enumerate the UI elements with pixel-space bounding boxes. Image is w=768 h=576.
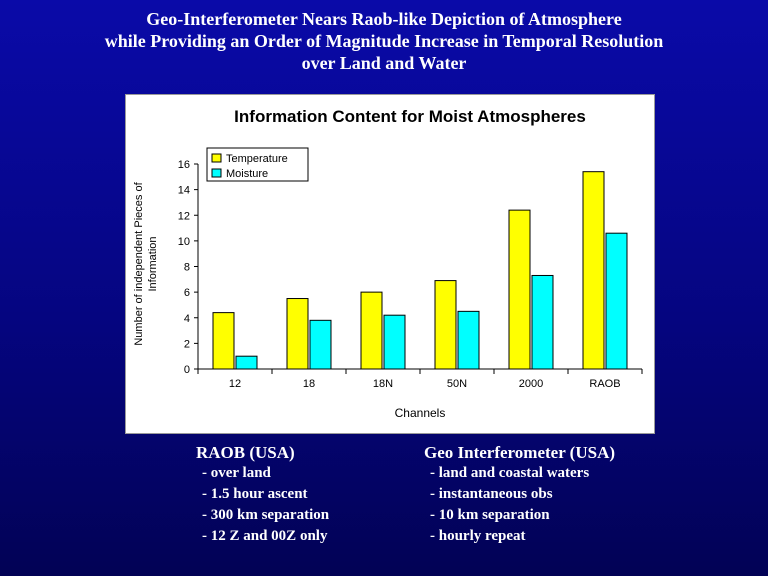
y-tick-label: 8: [184, 262, 190, 274]
geo-interferometer-heading: Geo Interferometer (USA): [424, 443, 616, 462]
chart-title: Information Content for Moist Atmosphere…: [234, 107, 586, 126]
x-tick-label: 12: [229, 378, 241, 390]
raob-item-1: - over land: [202, 465, 271, 481]
bar-moisture-2000: [531, 274, 554, 370]
raob-column: RAOB (USA) - over land - 1.5 hour ascent…: [196, 443, 329, 547]
geo-item-3: - 10 km separation: [430, 507, 550, 523]
bar-temperature-raob: [582, 171, 605, 370]
y-tick-label: 16: [178, 159, 190, 171]
y-tick-label: 10: [178, 236, 190, 248]
y-tick-label: 0: [184, 364, 190, 376]
bar-temperature-18n: [360, 291, 383, 370]
bar-temperature-12: [212, 312, 235, 370]
y-tick-label: 14: [178, 185, 190, 197]
geo-item-2: - instantaneous obs: [430, 486, 553, 502]
slide-title-line-2: while Providing an Order of Magnitude In…: [104, 31, 664, 51]
y-axis-label-line-1: Number of independent Pieces of: [133, 181, 145, 345]
y-tick-label: 6: [184, 287, 190, 299]
bar-moisture-18: [309, 319, 332, 370]
legend: Temperature Moisture: [206, 147, 309, 182]
raob-item-3: - 300 km separation: [202, 507, 330, 523]
y-tick-label: 4: [184, 313, 190, 325]
raob-heading: RAOB (USA): [196, 443, 295, 462]
bar-chart: Information Content for Moist Atmosphere…: [133, 107, 643, 420]
bar-temperature-2000: [508, 209, 531, 370]
y-axis-label-line-2: Information: [147, 236, 159, 291]
x-tick-label: 18N: [373, 378, 393, 390]
geo-item-1: - land and coastal waters: [430, 465, 590, 481]
slide-title-line-1: Geo-Interferometer Nears Raob-like Depic…: [146, 9, 622, 29]
y-axis-label: Number of independent Pieces of Informat…: [133, 181, 159, 345]
legend-swatch-temperature: [211, 153, 222, 163]
bar-moisture-12: [235, 355, 258, 370]
slide-title: Geo-Interferometer Nears Raob-like Depic…: [0, 8, 768, 74]
geo-interferometer-column: Geo Interferometer (USA) - land and coas…: [424, 443, 615, 547]
bar-moisture-18n: [383, 314, 406, 370]
y-tick-label: 2: [184, 338, 190, 350]
bar-temperature-50n: [434, 280, 457, 370]
slide-title-line-3: over Land and Water: [301, 53, 467, 73]
legend-label-moisture: Moisture: [226, 168, 268, 180]
bar-moisture-50n: [457, 310, 480, 370]
raob-item-2: - 1.5 hour ascent: [202, 486, 308, 502]
x-tick-label: 2000: [519, 378, 543, 390]
bar-moisture-raob: [605, 232, 628, 370]
y-tick-label: 12: [178, 210, 190, 222]
x-tick-label: RAOB: [589, 378, 620, 390]
legend-label-temperature: Temperature: [226, 153, 288, 165]
legend-box: [206, 147, 309, 182]
x-axis-label: Channels: [395, 406, 446, 420]
x-tick-label: 50N: [447, 378, 467, 390]
plot-area: 0 2 4 6 8 10 12 14 16 12 18 18N 50N 2000 RAOB: [178, 159, 643, 390]
chart-panel: Information Content for Moist Atmosphere…: [125, 94, 655, 434]
x-tick-label: 18: [303, 378, 315, 390]
legend-swatch-moisture: [211, 168, 222, 178]
raob-item-4: - 12 Z and 00Z only: [202, 528, 328, 544]
bar-temperature-18: [286, 298, 309, 370]
geo-item-4: - hourly repeat: [430, 528, 526, 544]
